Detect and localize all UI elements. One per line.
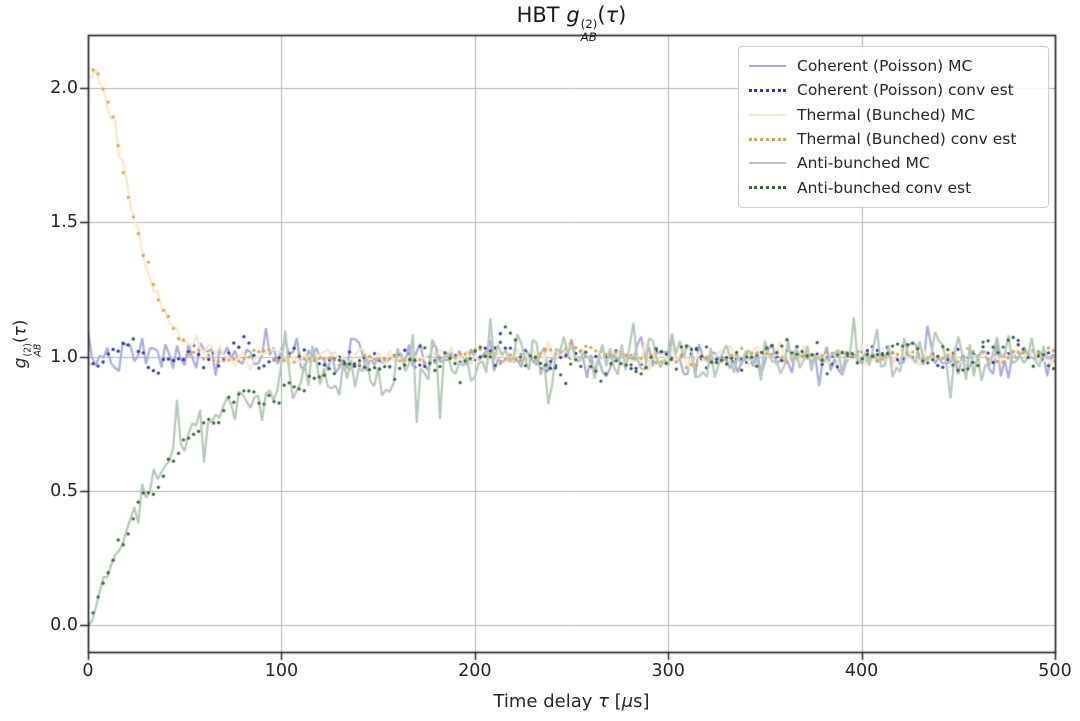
y-tick-label: 2.0: [50, 78, 78, 98]
legend-label: Thermal (Bunched) conv est: [797, 130, 1017, 149]
legend-label: Anti-bunched MC: [797, 154, 930, 173]
x-tick-label: 200: [458, 661, 492, 681]
y-tick-label: 0.0: [50, 615, 78, 635]
legend-item: Thermal (Bunched) MC: [749, 103, 1038, 127]
legend-label: Coherent (Poisson) conv est: [797, 81, 1014, 100]
legend-dotted-line-swatch: [749, 88, 786, 92]
x-tick-label: 400: [844, 661, 879, 681]
y-tick-label: 0.5: [50, 480, 78, 501]
x-tick-label: 0: [82, 661, 94, 681]
legend-item: Thermal (Bunched) conv est: [749, 127, 1038, 151]
x-tick-label: 300: [651, 661, 685, 681]
title-supsub: (2) AB: [580, 16, 598, 44]
legend-solid-line-swatch: [749, 162, 786, 165]
legend-dotted-line-swatch: [749, 137, 786, 141]
legend-item: Coherent (Poisson) MC: [749, 54, 1038, 78]
y-tick-label: 1.5: [50, 212, 78, 233]
x-axis-label: Time delay τ [μs]: [493, 691, 650, 712]
legend-label: Anti-bunched conv est: [797, 178, 972, 197]
x-tick-label: 500: [1038, 661, 1072, 681]
y-tick-label: 1.0: [50, 346, 78, 367]
legend-item: Anti-bunched conv est: [749, 175, 1038, 199]
title-g-symbol: g: [566, 3, 580, 27]
legend-solid-line-swatch: [749, 65, 786, 68]
title-prefix: HBT: [516, 3, 567, 27]
legend-dotted-line-swatch: [749, 186, 786, 190]
x-tick-label: 100: [264, 661, 299, 681]
chart-title: HBT g (2) AB (τ): [516, 3, 627, 44]
legend-solid-line-swatch: [749, 113, 786, 116]
legend-label: Coherent (Poisson) MC: [797, 57, 973, 76]
legend-item: Coherent (Poisson) conv est: [749, 78, 1038, 102]
legend-label: Thermal (Bunched) MC: [797, 105, 975, 124]
legend-item: Anti-bunched MC: [749, 151, 1038, 175]
legend: Coherent (Poisson) MC Coherent (Poisson) …: [738, 46, 1049, 208]
